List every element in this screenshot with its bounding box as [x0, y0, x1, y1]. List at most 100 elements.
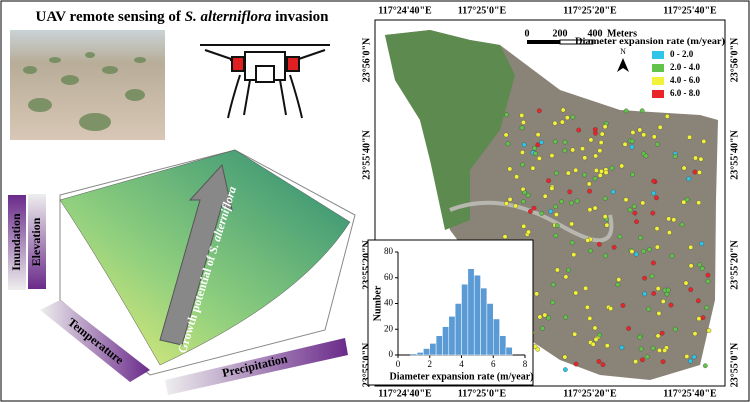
patch	[686, 176, 692, 182]
patch	[626, 326, 631, 331]
patch	[640, 357, 645, 363]
patch	[681, 199, 687, 205]
x-tick-label: 0	[396, 359, 401, 369]
patch	[622, 141, 628, 147]
patch	[656, 311, 662, 316]
patch	[567, 189, 573, 195]
scale-bar	[559, 39, 594, 45]
lat-label: 23°55'20"N	[361, 239, 372, 289]
inset-frame	[367, 239, 534, 386]
title: UAV remote sensing of S. alterniflora in…	[36, 9, 330, 25]
patch	[507, 197, 513, 202]
patch	[662, 348, 668, 353]
patch	[597, 332, 602, 338]
patch	[668, 302, 674, 308]
patch	[619, 163, 625, 169]
legend-swatch	[652, 90, 664, 98]
patch	[526, 229, 531, 235]
patch	[554, 223, 560, 229]
patch	[594, 168, 599, 173]
patch	[599, 169, 604, 174]
bar	[461, 283, 469, 356]
scale-label: Meters	[607, 28, 637, 39]
y-tick-label: 80	[384, 246, 394, 256]
patch	[586, 181, 592, 187]
patch	[650, 345, 656, 351]
bar	[467, 268, 475, 356]
patch	[550, 282, 556, 288]
bar	[480, 287, 488, 356]
patch	[664, 114, 670, 119]
north-arrow	[617, 58, 629, 72]
patch	[519, 125, 525, 131]
patch	[643, 153, 649, 159]
patch	[623, 108, 629, 114]
patch	[573, 167, 579, 173]
patch	[565, 170, 571, 176]
bar	[429, 343, 437, 356]
patch	[683, 280, 689, 286]
patch	[566, 267, 571, 273]
patch	[657, 348, 662, 353]
patch	[619, 345, 625, 350]
y-tick-label: 60	[384, 272, 394, 282]
bar	[448, 316, 456, 356]
patch	[684, 354, 690, 359]
patch	[585, 304, 590, 310]
y-tick-label: 40	[384, 298, 394, 308]
patch	[532, 145, 537, 151]
patch	[582, 172, 587, 178]
patch	[651, 260, 656, 266]
patch	[654, 195, 659, 201]
patch	[592, 176, 598, 182]
patch	[604, 222, 610, 228]
patch	[706, 328, 712, 333]
patch	[602, 214, 608, 219]
patch	[684, 197, 690, 202]
patch	[599, 131, 605, 137]
y-tick-label: 20	[384, 323, 394, 333]
patch	[688, 287, 694, 292]
lon-label: 117°25'20"E	[563, 388, 617, 399]
patch	[537, 156, 542, 161]
patch	[610, 189, 616, 195]
patch	[699, 266, 705, 271]
patch	[671, 217, 677, 223]
patch	[650, 210, 656, 216]
patch	[655, 244, 660, 250]
lat-label: 23°55'40"N	[729, 129, 740, 179]
patch	[534, 291, 540, 297]
patch	[580, 146, 585, 152]
patch	[702, 363, 708, 369]
patch	[655, 286, 661, 291]
patch	[582, 155, 588, 161]
scale-bar	[527, 40, 560, 44]
patch	[592, 127, 598, 132]
patch	[571, 252, 577, 258]
patch	[570, 114, 576, 120]
patch	[629, 138, 635, 144]
patch	[576, 127, 582, 133]
legend-swatch	[652, 64, 664, 72]
elevation-label: Elevation	[29, 217, 43, 266]
patch	[559, 119, 565, 125]
x-tick-label: 8	[523, 359, 528, 369]
patch	[585, 237, 591, 243]
patch	[552, 120, 558, 126]
patch	[570, 147, 576, 153]
patch	[669, 253, 675, 259]
bar	[499, 335, 507, 356]
patch	[521, 120, 526, 125]
patch	[533, 151, 538, 156]
patch	[630, 172, 635, 177]
patch	[672, 154, 678, 159]
patch	[569, 221, 574, 227]
lon-label: 117°25'0"E	[458, 388, 507, 399]
patch	[548, 209, 554, 214]
patch	[596, 241, 602, 247]
scale-label: 0	[525, 28, 530, 39]
lat-label: 23°55'40"N	[361, 129, 372, 179]
patch	[696, 316, 702, 322]
